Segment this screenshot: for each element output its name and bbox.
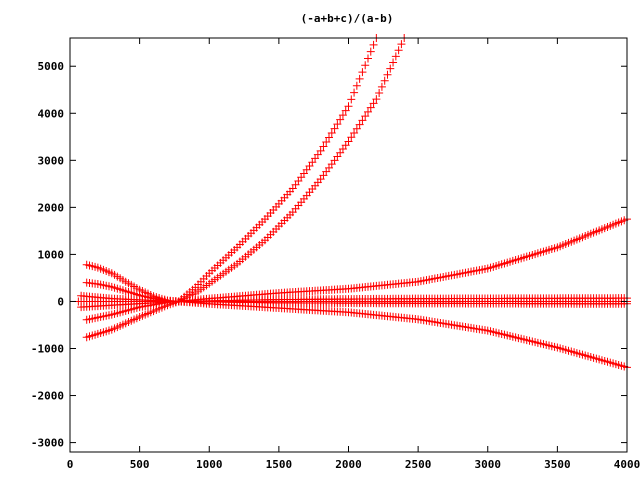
y-tick-label: 5000 bbox=[38, 60, 65, 73]
data-point bbox=[350, 88, 359, 97]
data-point bbox=[361, 61, 370, 70]
data-point bbox=[372, 95, 381, 104]
data-point bbox=[333, 120, 342, 129]
data-point bbox=[352, 124, 361, 133]
data-point bbox=[361, 112, 370, 121]
data-point bbox=[347, 95, 356, 104]
data-point bbox=[347, 133, 356, 142]
data-point bbox=[366, 47, 375, 56]
data-point bbox=[325, 133, 334, 142]
data-points bbox=[74, 34, 631, 372]
y-tick-label: 4000 bbox=[38, 107, 65, 120]
data-point bbox=[336, 115, 345, 124]
data-point bbox=[389, 58, 398, 67]
data-point bbox=[377, 82, 386, 91]
data-point bbox=[341, 106, 350, 115]
x-tick-label: 500 bbox=[130, 458, 150, 471]
data-point bbox=[380, 76, 389, 85]
y-axis: -3000 -2000 -1000 0 1000 2000 3000 4000 5000 bbox=[31, 60, 627, 450]
x-tick-label: 3000 bbox=[475, 458, 502, 471]
x-tick-label: 0 bbox=[67, 458, 74, 471]
data-point bbox=[363, 107, 372, 116]
data-point bbox=[369, 99, 378, 108]
data-point bbox=[316, 146, 325, 155]
x-axis: 0 500 1000 1500 2000 2500 3000 3500 4000 bbox=[67, 38, 640, 471]
x-tick-label: 1500 bbox=[266, 458, 293, 471]
plot-frame bbox=[69, 37, 628, 453]
y-tick-label: -3000 bbox=[31, 437, 64, 450]
data-point bbox=[344, 102, 353, 111]
data-point bbox=[375, 89, 384, 98]
data-point bbox=[344, 137, 353, 146]
data-point bbox=[383, 70, 392, 79]
y-tick-label: 3000 bbox=[38, 154, 65, 167]
y-tick-label: 2000 bbox=[38, 201, 65, 214]
data-point bbox=[397, 40, 406, 49]
data-point bbox=[322, 137, 331, 146]
data-point bbox=[338, 111, 347, 120]
data-point bbox=[358, 68, 367, 77]
axes bbox=[69, 37, 628, 453]
data-point bbox=[327, 129, 336, 138]
y-tick-label: 1000 bbox=[38, 248, 65, 261]
x-tick-label: 1000 bbox=[196, 458, 223, 471]
x-tick-label: 2000 bbox=[335, 458, 362, 471]
data-point bbox=[358, 116, 367, 125]
data-point bbox=[319, 142, 328, 151]
x-tick-label: 2500 bbox=[405, 458, 432, 471]
data-point bbox=[394, 46, 403, 55]
data-point bbox=[355, 74, 364, 83]
data-point bbox=[352, 81, 361, 90]
data-point bbox=[366, 103, 375, 112]
x-tick-label: 4000 bbox=[614, 458, 640, 471]
chart-title: (-a+b+c)/(a-b) bbox=[301, 12, 394, 25]
data-point bbox=[355, 120, 364, 129]
y-tick-label: -2000 bbox=[31, 390, 64, 403]
y-tick-label: -1000 bbox=[31, 343, 64, 356]
data-point bbox=[386, 64, 395, 73]
data-point bbox=[363, 54, 372, 63]
y-tick-label: 0 bbox=[57, 295, 64, 308]
data-point bbox=[330, 124, 339, 133]
x-tick-label: 3500 bbox=[544, 458, 571, 471]
data-point bbox=[369, 40, 378, 49]
data-point bbox=[350, 129, 359, 138]
data-point bbox=[391, 52, 400, 61]
